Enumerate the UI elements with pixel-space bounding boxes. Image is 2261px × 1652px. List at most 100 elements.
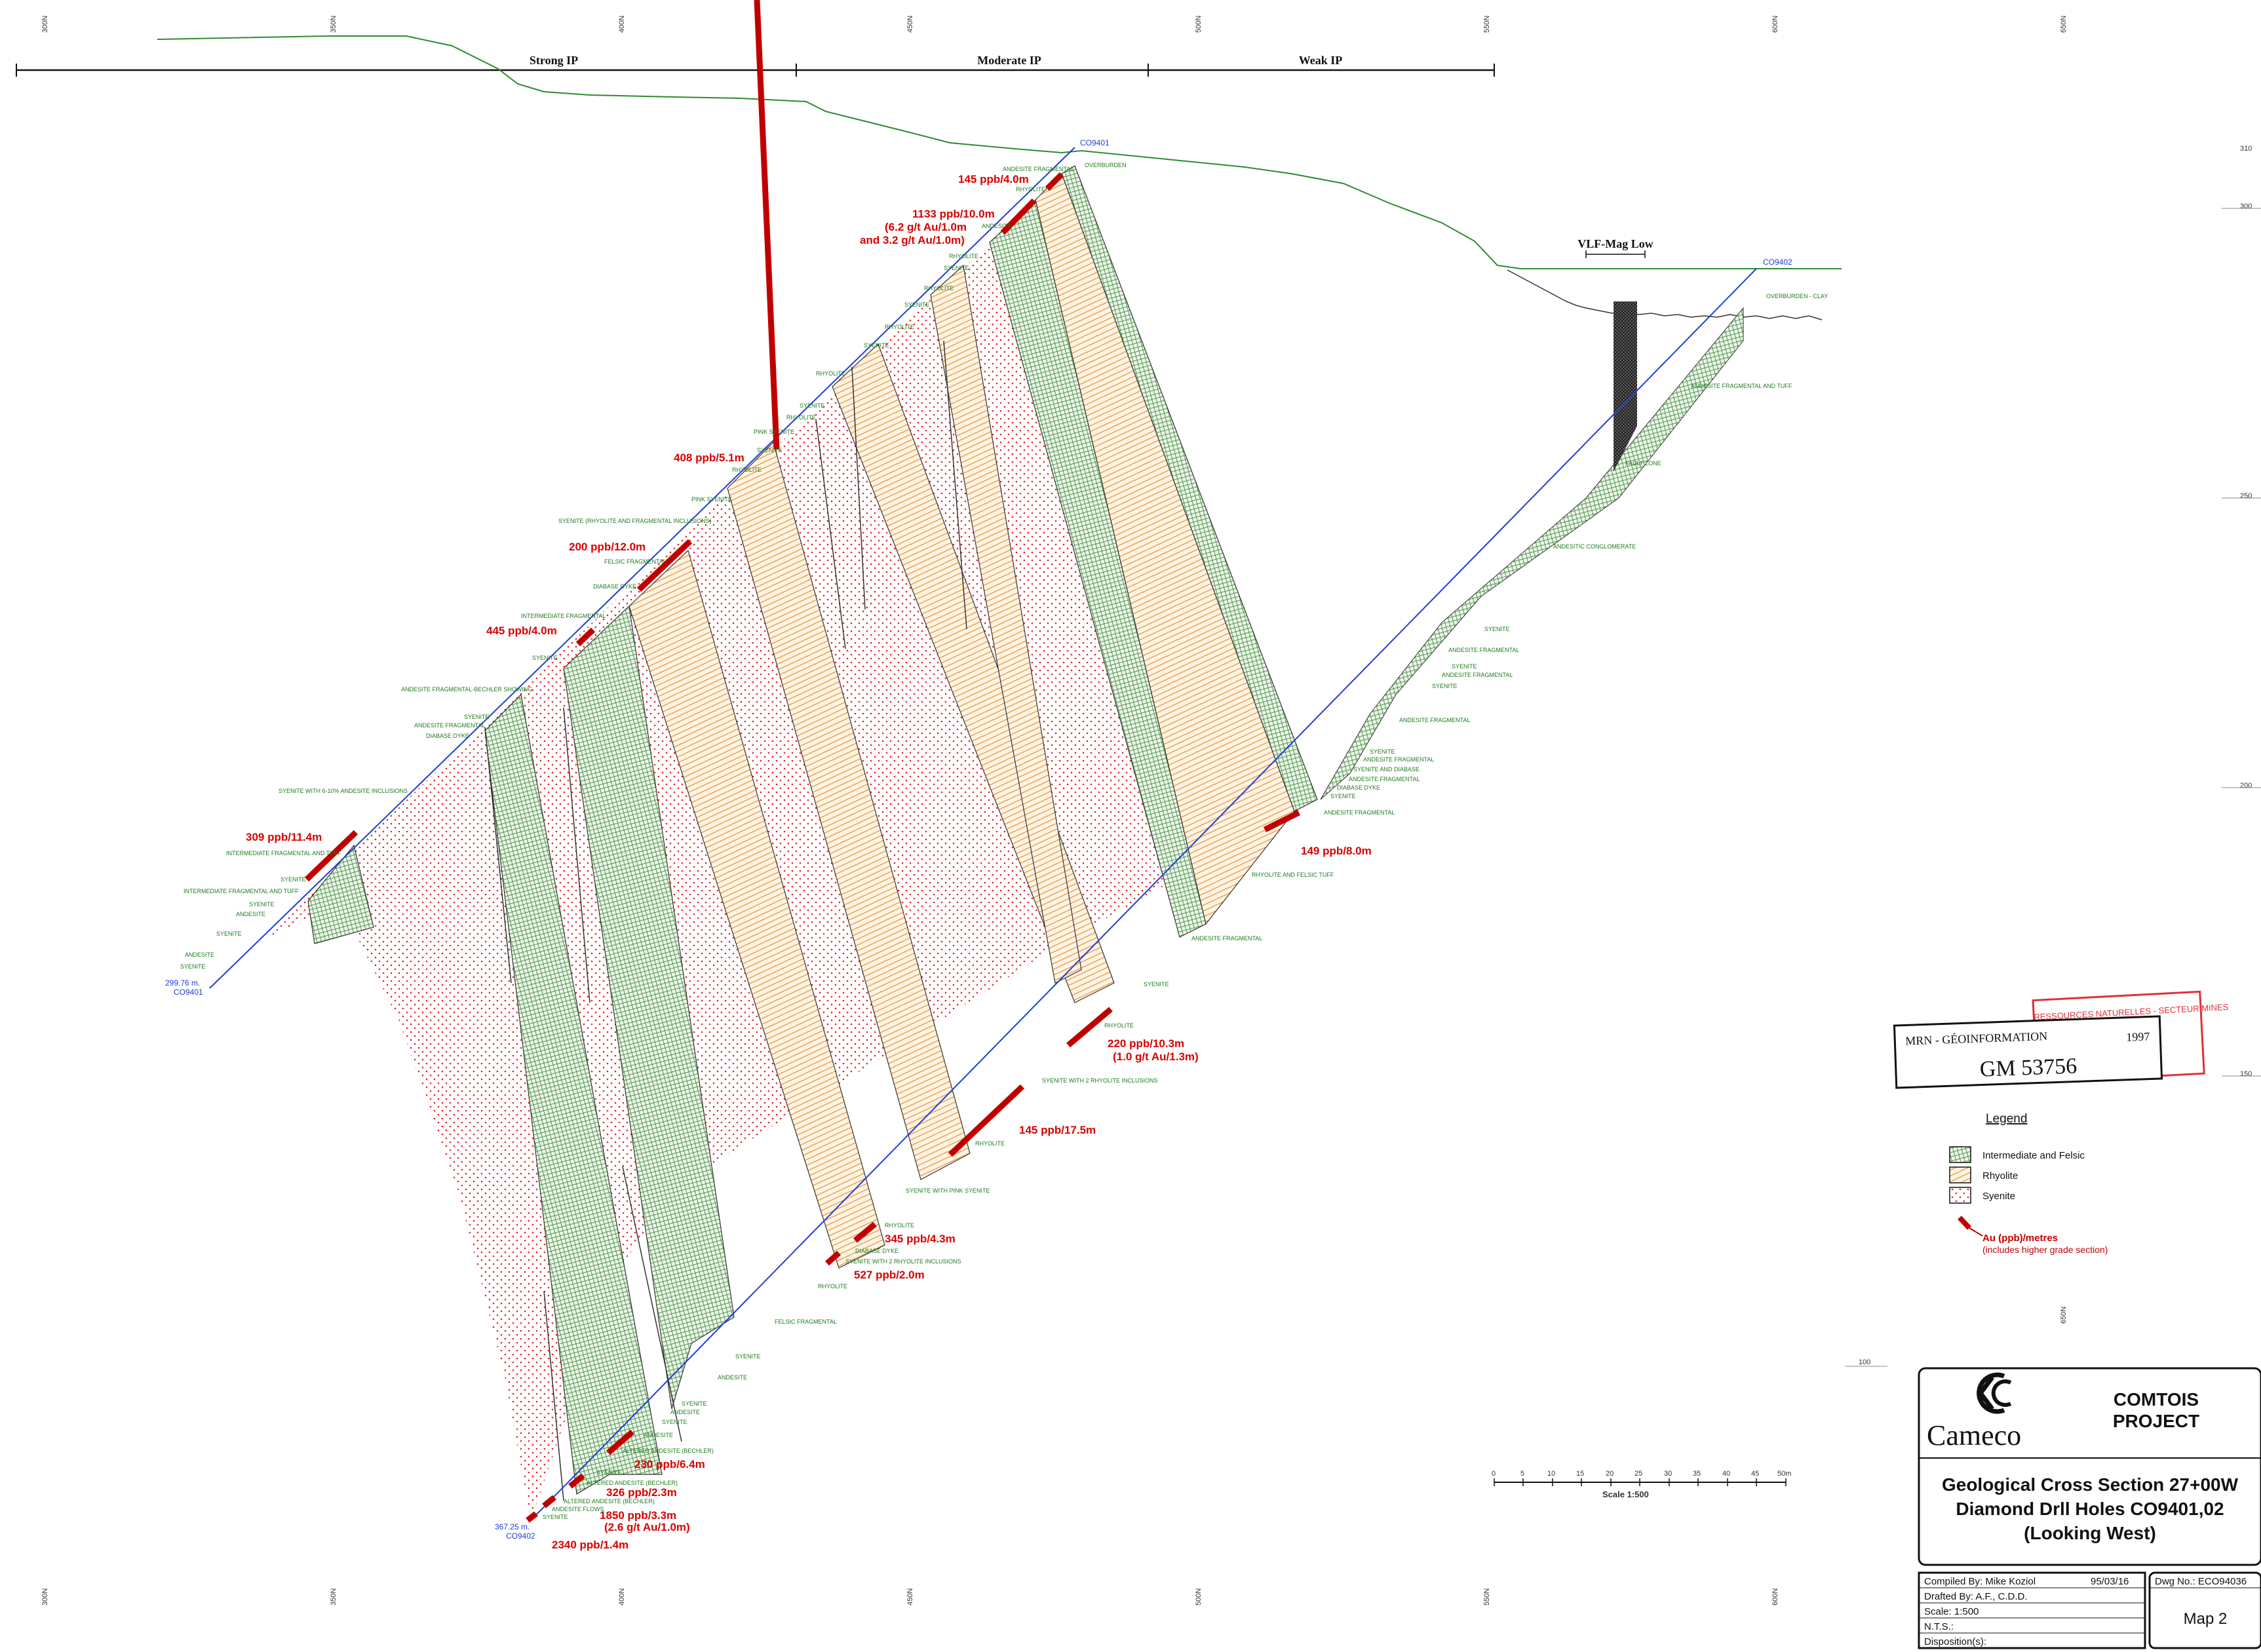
- litho-label: SYENITE WITH 2 RHYOLITE INCLUSIONS: [1042, 1077, 1158, 1084]
- scale-tick: 30: [1664, 1470, 1672, 1478]
- tick-400n-bottom: 400N: [618, 1588, 626, 1605]
- nts-field: N.T.S.:: [1924, 1621, 1954, 1632]
- green-band-5: [307, 844, 374, 944]
- litho-label: SYENITE: [864, 342, 889, 349]
- litho-label: SYENITE WITH 6-10% ANDESITE INCLUSIONS: [279, 788, 408, 794]
- litho-label: SYENITE: [249, 901, 275, 908]
- intercept-label: 230 ppb/6.4m: [634, 1458, 705, 1470]
- intercept-bars: [304, 0, 1301, 1523]
- green-band-3: [563, 605, 735, 1410]
- litho-label: ANDESITE: [644, 1432, 673, 1438]
- litho-label: FELSIC FRAGMENTAL: [775, 1318, 837, 1325]
- litho-label: RHYOLITE: [786, 414, 816, 421]
- legend-swatch-orange: [1949, 1166, 1971, 1183]
- legend: Legend Intermediate and Felsic Rhyolite …: [1949, 1112, 2108, 1255]
- map-title-line-2: Diamond Drll Holes CO9401,02: [1956, 1499, 2224, 1519]
- litho-label: SYENITE: [532, 655, 558, 661]
- litho-label: SYENITE: [180, 963, 206, 970]
- scale-tick: 35: [1693, 1470, 1701, 1478]
- litho-label: SYENITE: [1330, 793, 1356, 799]
- stamp-year: 1997: [2126, 1030, 2150, 1044]
- litho-label: ANDESITIC CONGLOMERATE: [1553, 543, 1636, 550]
- litho-label: RHYOLITE: [975, 1140, 1005, 1147]
- litho-label: OVERBURDEN: [1085, 162, 1127, 168]
- co9402-green-body: [1320, 307, 1744, 800]
- intercept-label: (1.0 g/t Au/1.3m): [1113, 1050, 1199, 1063]
- litho-label: INTERMEDIATE FRAGMENTAL AND TUFF: [226, 850, 341, 856]
- litho-label: ANDESITE FRAGMENTAL: [414, 722, 485, 729]
- litho-label: RHYOLITE: [818, 1283, 847, 1290]
- tick-550n-bottom: 550N: [1483, 1588, 1491, 1605]
- tick-300n-bottom: 300N: [41, 1588, 49, 1605]
- intercept-label: and 3.2 g/t Au/1.0m): [860, 234, 965, 246]
- litho-label: RHYOLITE: [949, 253, 978, 259]
- compiled-date: 95/03/16: [2091, 1576, 2129, 1587]
- litho-label: ANDESITE FRAGMENTAL: [1003, 166, 1073, 172]
- hole-co9401-label: CO9401: [1080, 138, 1110, 147]
- intercept-labels: 145 ppb/4.0m 1133 ppb/10.0m (6.2 g/t Au/…: [246, 173, 1372, 1551]
- legend-label: Intermediate and Felsic: [1982, 1150, 2085, 1161]
- hole-end-2-id: CO9402: [506, 1531, 535, 1541]
- intercept-label: 149 ppb/8.0m: [1301, 845, 1372, 857]
- stamp-gm-number: GM 53756: [1979, 1054, 2077, 1081]
- litho-label: DIABASE DYKE: [426, 733, 469, 739]
- legend-au-label: Au (ppb)/metres: [1982, 1233, 2058, 1244]
- intercept-label: 145 ppb/17.5m: [1019, 1124, 1096, 1136]
- scale-label: Scale 1:500: [1602, 1489, 1649, 1499]
- litho-label: SYENITE: [596, 1469, 622, 1476]
- scale-tick: 5: [1520, 1470, 1524, 1478]
- litho-label: INTERMEDIATE FRAGMENTAL: [521, 613, 606, 619]
- drawing-number: Dwg No.: ECO94036: [2155, 1576, 2247, 1587]
- litho-label: SYENITE: [1484, 626, 1510, 632]
- title-block: Cameco COMTOIS PROJECT Geological Cross …: [1918, 1367, 2261, 1649]
- scale-tick: 10: [1547, 1470, 1555, 1478]
- litho-label: SYENITE: [1370, 748, 1395, 755]
- elev-250: 250: [2240, 492, 2252, 500]
- tick-650n-bottom: 650N: [2060, 1307, 2068, 1324]
- litho-label: SYENITE: [735, 1353, 761, 1360]
- dyke-1: [851, 366, 866, 610]
- dyke-3: [815, 419, 846, 649]
- litho-label: SYENITE: [682, 1400, 707, 1407]
- litho-label: ALTERED ANDESITE (BECHLER): [587, 1480, 678, 1486]
- litho-label: FELSIC FRAGMENTAL: [604, 558, 667, 565]
- tick-450n: 450N: [906, 16, 914, 33]
- scale-tick: 40: [1722, 1470, 1730, 1478]
- litho-label: ANDESITE FRAGMENTAL: [1399, 717, 1470, 723]
- litho-label: RHYOLITE: [885, 1222, 914, 1229]
- topography-line: [157, 35, 1842, 269]
- legend-au-note: (includes higher grade section): [1982, 1244, 2108, 1255]
- elev-310: 310: [2240, 145, 2252, 153]
- litho-label: ANDESITE: [982, 223, 1011, 229]
- tick-600n: 600N: [1771, 16, 1779, 33]
- scale-tick: 50m: [1777, 1470, 1791, 1478]
- intercept-label: 445 ppb/4.0m: [486, 624, 557, 637]
- litho-label: SYENITE: [1432, 683, 1458, 689]
- rhyolite-band-3: [727, 441, 971, 1180]
- tick-350n: 350N: [330, 16, 338, 33]
- drill-hole-co9402: [530, 268, 1757, 1521]
- litho-label: ANDESITE FRAGMENTAL: [1349, 776, 1420, 782]
- intercept-label: 2340 ppb/1.4m: [552, 1539, 628, 1551]
- lithology-labels: ANDESITE FRAGMENTAL OVERBURDEN RHYOLITE …: [180, 162, 1828, 1520]
- litho-label: RHYOLITE: [816, 370, 845, 377]
- litho-label: DIABASE DYKE: [593, 583, 636, 590]
- tick-500n-bottom: 500N: [1195, 1588, 1203, 1605]
- dyke-2: [943, 340, 967, 630]
- litho-label: ANDESITE FRAGMENTAL AND TUFF: [1691, 383, 1792, 389]
- tick-500n: 500N: [1195, 16, 1203, 33]
- fault-zone: [1614, 301, 1637, 472]
- litho-label: ANDESITE: [670, 1409, 700, 1415]
- litho-label: ANDESITE FRAGMENTAL: [1442, 672, 1513, 678]
- project-line-1: COMTOIS: [2114, 1389, 2199, 1410]
- tick-450n-bottom: 450N: [906, 1588, 914, 1605]
- litho-label: RHYOLITE: [1016, 186, 1045, 193]
- tick-350n-bottom: 350N: [330, 1588, 338, 1605]
- gm-stamp: RESSOURCES NATURELLES - SECTEUR MINES MR…: [1893, 990, 2229, 1089]
- litho-label: RHYOLITE: [885, 324, 914, 330]
- litho-label: SYENITE: [216, 931, 242, 937]
- intercept-label: 527 ppb/2.0m: [854, 1269, 925, 1281]
- litho-label: PINK SYENITE: [754, 429, 794, 435]
- hole-end-1-id: CO9401: [174, 988, 203, 997]
